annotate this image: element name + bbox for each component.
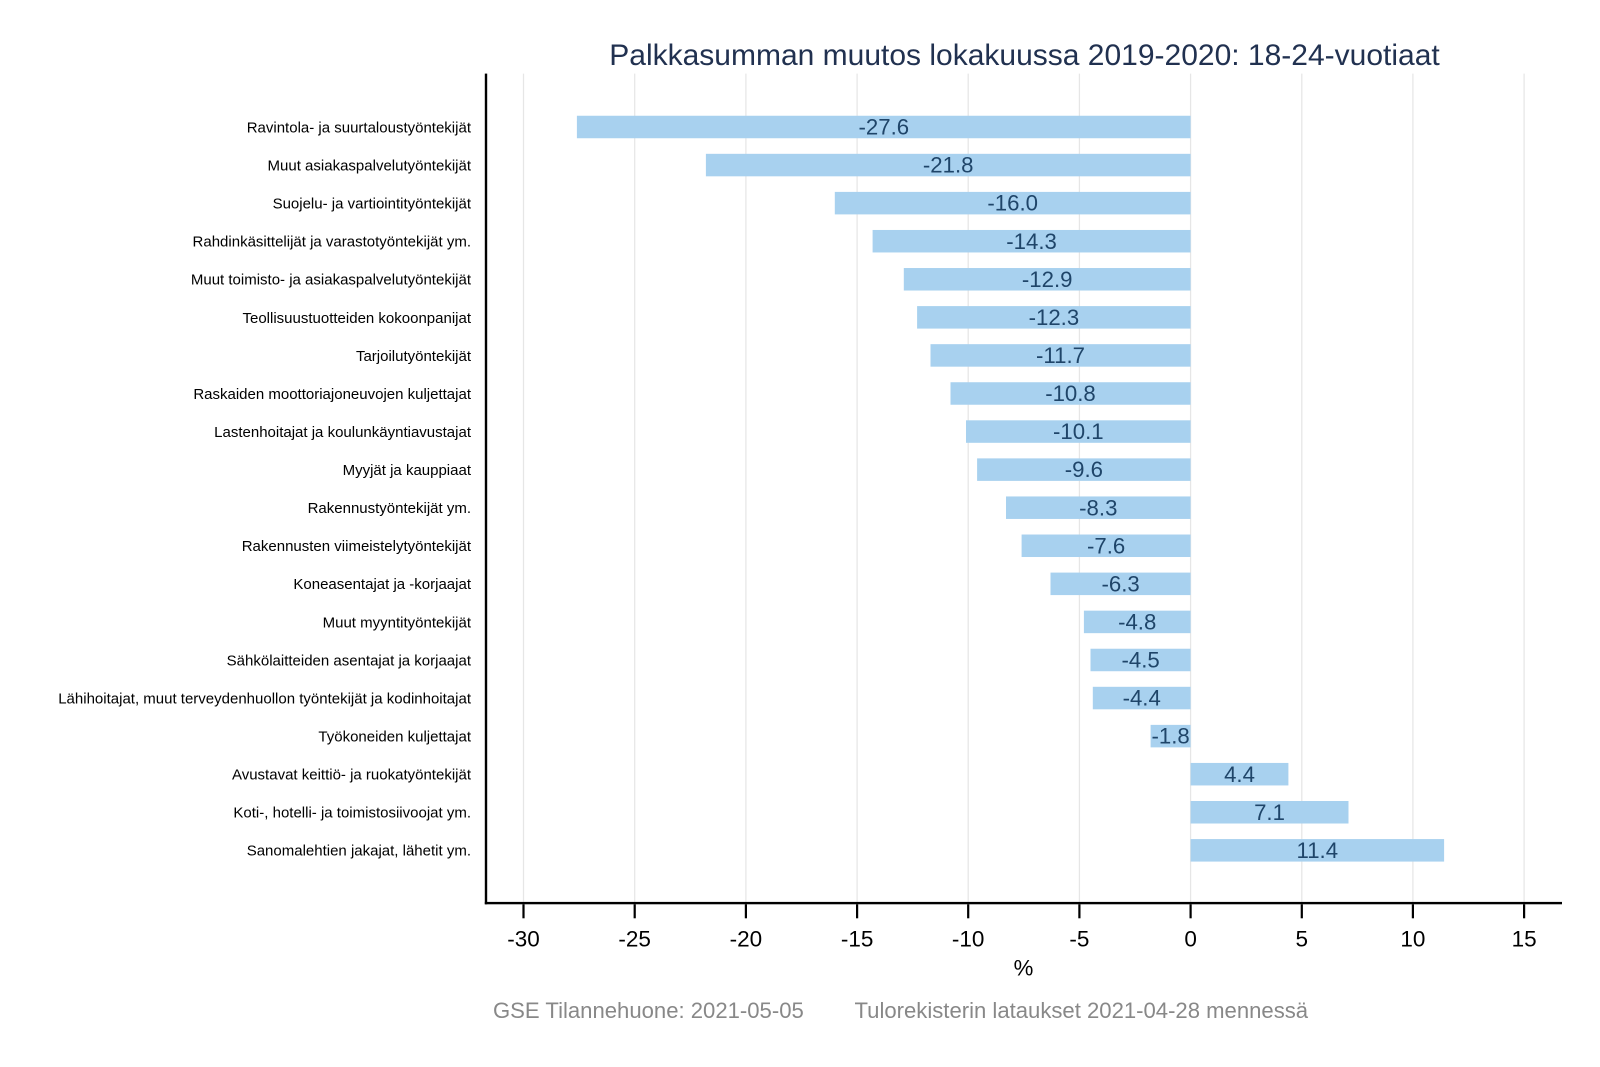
svg-text:7.1: 7.1 [1254,800,1285,825]
svg-text:-4.4: -4.4 [1123,686,1161,711]
svg-text:-9.6: -9.6 [1065,457,1103,482]
svg-text:-27.6: -27.6 [859,115,910,140]
svg-text:-11.7: -11.7 [1036,343,1085,368]
svg-text:-15: -15 [841,927,874,952]
svg-text:Koti-, hotelli- ja toimistosii: Koti-, hotelli- ja toimistosiivoojat ym. [233,805,471,822]
svg-text:Rakennustyöntekijät ym.: Rakennustyöntekijät ym. [308,500,471,517]
svg-text:-7.6: -7.6 [1087,533,1125,558]
svg-text:Sähkölaitteiden asentajat ja k: Sähkölaitteiden asentajat ja korjaajat [227,652,472,669]
svg-text:Teollisuustuotteiden kokoonpan: Teollisuustuotteiden kokoonpanijat [243,310,472,327]
svg-text:Rahdinkäsittelijät ja varastot: Rahdinkäsittelijät ja varastotyöntekijät… [193,234,471,251]
svg-text:11.4: 11.4 [1297,838,1339,863]
svg-text:Koneasentajat ja -korjaajat: Koneasentajat ja -korjaajat [293,576,471,593]
svg-text:-10.1: -10.1 [1053,419,1104,444]
svg-text:-10: -10 [952,927,985,952]
svg-text:-30: -30 [507,927,540,952]
svg-text:-6.3: -6.3 [1101,571,1139,596]
svg-text:Sanomalehtien jakajat, lähetit: Sanomalehtien jakajat, lähetit ym. [247,843,471,860]
svg-text:-1.8: -1.8 [1151,724,1189,749]
svg-text:-20: -20 [730,927,763,952]
svg-text:Suojelu- ja vartiointityönteki: Suojelu- ja vartiointityöntekijät [273,196,472,213]
svg-text:-4.5: -4.5 [1121,648,1159,673]
svg-text:Tarjoilutyöntekijät: Tarjoilutyöntekijät [356,348,472,365]
svg-text:-14.3: -14.3 [1006,229,1057,254]
svg-text:Muut myyntityöntekijät: Muut myyntityöntekijät [323,614,472,631]
svg-text:Avustavat keittiö- ja ruokatyö: Avustavat keittiö- ja ruokatyöntekijät [232,767,472,784]
svg-text:-12.3: -12.3 [1029,305,1080,330]
svg-text:Palkkasumman muutos lokakuussa: Palkkasumman muutos lokakuussa 2019-2020… [609,39,1440,72]
svg-text:5: 5 [1296,927,1309,952]
svg-text:-8.3: -8.3 [1079,495,1117,520]
svg-text:Lähihoitajat, muut terveydenhu: Lähihoitajat, muut terveydenhuollon työn… [58,690,472,707]
svg-text:-25: -25 [618,927,651,952]
svg-text:0: 0 [1184,927,1197,952]
svg-text:10: 10 [1400,927,1425,952]
svg-text:%: % [1014,956,1034,981]
svg-text:GSE Tilannehuone: 2021-05-05: GSE Tilannehuone: 2021-05-05 [493,998,804,1023]
svg-text:-12.9: -12.9 [1022,267,1073,292]
svg-text:15: 15 [1512,927,1537,952]
svg-text:Myyjät ja kauppiaat: Myyjät ja kauppiaat [343,462,472,479]
svg-text:-10.8: -10.8 [1045,381,1096,406]
svg-text:Rakennusten viimeistelytyöntek: Rakennusten viimeistelytyöntekijät [242,538,472,555]
svg-text:Muut toimisto- ja asiakaspalve: Muut toimisto- ja asiakaspalvelutyönteki… [191,272,472,289]
svg-text:Raskaiden moottoriajoneuvojen: Raskaiden moottoriajoneuvojen kuljettaja… [193,386,472,403]
svg-text:-16.0: -16.0 [987,191,1038,216]
svg-text:-21.8: -21.8 [923,153,974,178]
svg-text:-4.8: -4.8 [1118,610,1156,635]
svg-text:Tulorekisterin lataukset 2021-: Tulorekisterin lataukset 2021-04-28 menn… [855,998,1309,1023]
svg-text:4.4: 4.4 [1224,762,1255,787]
svg-text:Lastenhoitajat ja koulunkäynti: Lastenhoitajat ja koulunkäyntiavustajat [214,424,472,441]
svg-text:Muut asiakaspalvelutyöntekijät: Muut asiakaspalvelutyöntekijät [268,158,472,175]
svg-text:Ravintola- ja suurtaloustyönte: Ravintola- ja suurtaloustyöntekijät [247,119,472,136]
svg-text:-5: -5 [1069,927,1089,952]
svg-text:Työkoneiden kuljettajat: Työkoneiden kuljettajat [318,729,471,746]
